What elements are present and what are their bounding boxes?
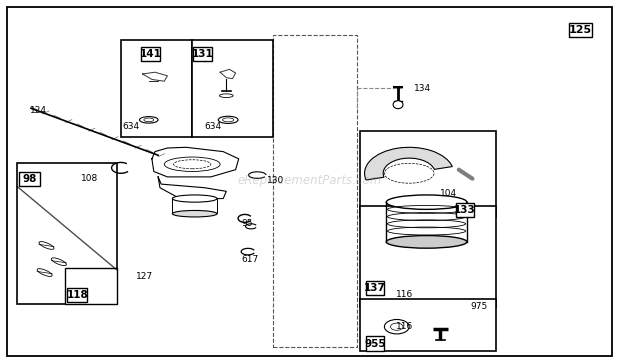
Ellipse shape xyxy=(386,236,467,248)
Bar xyxy=(193,47,212,61)
Bar xyxy=(360,299,496,351)
Circle shape xyxy=(391,323,403,330)
Wedge shape xyxy=(365,147,453,180)
Bar xyxy=(65,268,117,304)
Text: 125: 125 xyxy=(569,25,592,35)
Ellipse shape xyxy=(393,101,403,109)
Bar xyxy=(192,40,273,137)
Bar xyxy=(19,172,40,186)
Bar xyxy=(273,35,356,347)
Text: 104: 104 xyxy=(440,189,458,197)
Text: 131: 131 xyxy=(192,49,214,59)
Bar xyxy=(569,23,592,37)
Text: 134: 134 xyxy=(414,84,432,93)
Text: 127: 127 xyxy=(136,272,154,280)
Text: 118: 118 xyxy=(66,290,88,300)
Text: 141: 141 xyxy=(140,49,162,59)
Bar xyxy=(366,281,384,295)
Bar xyxy=(121,40,192,137)
Text: 634: 634 xyxy=(123,122,140,131)
Text: eReplacementParts.com: eReplacementParts.com xyxy=(238,174,382,187)
Text: 634: 634 xyxy=(205,122,222,131)
Text: 975: 975 xyxy=(470,302,487,310)
Text: 95: 95 xyxy=(242,219,254,228)
Text: 124: 124 xyxy=(30,106,46,114)
Ellipse shape xyxy=(172,210,217,217)
Text: 133: 133 xyxy=(454,205,476,215)
Text: 955: 955 xyxy=(365,339,386,349)
Text: 617: 617 xyxy=(242,256,259,264)
Text: 116: 116 xyxy=(396,322,413,331)
Bar xyxy=(67,288,87,302)
Text: 137: 137 xyxy=(364,283,386,293)
Text: 98: 98 xyxy=(22,174,37,184)
Bar xyxy=(456,203,474,217)
Ellipse shape xyxy=(386,195,467,209)
Bar xyxy=(360,206,496,307)
Bar xyxy=(141,47,160,61)
Ellipse shape xyxy=(172,195,217,202)
Bar xyxy=(360,131,496,217)
Text: 130: 130 xyxy=(267,176,284,185)
Text: 108: 108 xyxy=(81,174,98,183)
Bar xyxy=(17,163,117,304)
Bar xyxy=(366,336,384,351)
Text: 116: 116 xyxy=(396,290,413,299)
